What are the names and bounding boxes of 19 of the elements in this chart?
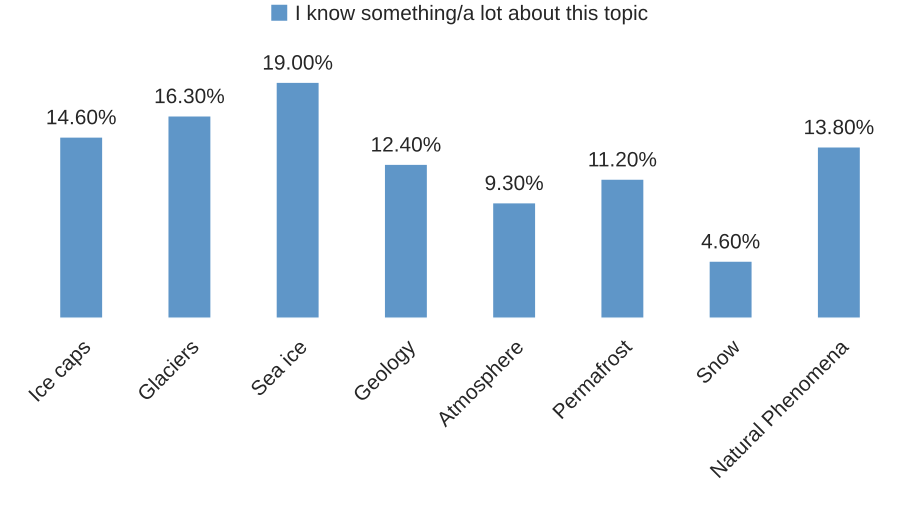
bar — [58, 136, 104, 318]
data-label: 9.30% — [486, 175, 543, 190]
bar — [384, 163, 428, 318]
x-tick-label: Sea ice — [249, 338, 308, 397]
legend-label: I know something/a lot about this topic — [296, 4, 648, 24]
data-label: 19.00% — [264, 55, 332, 70]
bar — [275, 82, 320, 318]
bar — [708, 260, 753, 318]
x-tick-label: Ice caps — [28, 338, 94, 405]
bar — [816, 146, 862, 318]
bar — [492, 202, 536, 318]
bar — [600, 178, 645, 318]
data-label: 11.20% — [589, 152, 656, 167]
data-label: 12.40% — [372, 136, 440, 152]
data-label: 13.80% — [805, 120, 874, 134]
data-label: 4.60% — [702, 234, 760, 249]
data-label: 14.60% — [47, 110, 116, 124]
bar — [167, 115, 212, 318]
data-label: 16.30% — [156, 88, 224, 104]
